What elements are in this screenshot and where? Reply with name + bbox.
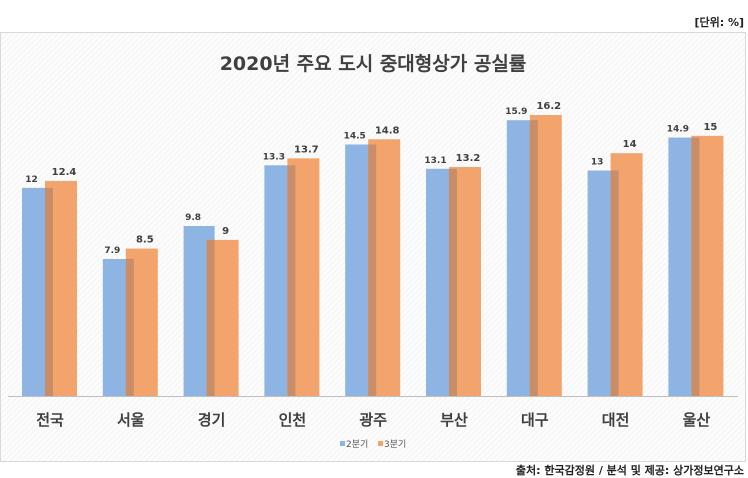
- data-label-q3: 14.8: [375, 125, 400, 136]
- data-label-q2: 13.1: [424, 156, 446, 166]
- legend-label: 2분기: [346, 439, 368, 450]
- data-label-q2: 7.9: [104, 246, 120, 256]
- data-label-q3: 16.2: [536, 101, 561, 112]
- unit-label: [단위: %]: [694, 16, 744, 29]
- data-label-q2: 15.9: [505, 107, 527, 117]
- bar-overlap: [125, 258, 134, 396]
- data-label-q3: 8.5: [136, 235, 154, 246]
- source-note: 출처: 한국감정원 / 분석 및 제공: 상가정보연구소: [515, 464, 744, 477]
- bar-overlap: [529, 120, 538, 396]
- x-tick-label: 경기: [198, 411, 226, 429]
- data-label-q3: 13.7: [294, 144, 319, 155]
- x-tick-label: 서울: [117, 411, 145, 429]
- bar-overlap: [45, 187, 53, 396]
- legend-label: 3분기: [384, 439, 406, 450]
- bar-overlap: [691, 137, 700, 396]
- bar-overlap: [449, 168, 457, 396]
- x-tick-label: 대전: [602, 411, 630, 429]
- data-label-q2: 14.5: [344, 131, 366, 141]
- x-tick-label: 광주: [359, 411, 387, 429]
- data-label-q3: 9: [222, 226, 229, 237]
- bar-overlap: [610, 170, 619, 396]
- data-label-q3: 12.4: [52, 167, 77, 178]
- legend-swatch-q3: [378, 441, 383, 446]
- data-label-q3: 13.2: [456, 153, 481, 164]
- data-label-q2: 13.3: [263, 152, 285, 162]
- x-tick-label: 울산: [683, 411, 711, 429]
- x-tick-label: 전국: [36, 411, 64, 429]
- x-tick-label: 부산: [440, 411, 468, 429]
- data-label-q3: 14: [623, 139, 637, 150]
- chart-title: 2020년 주요 도시 중대형상가 공실률: [219, 53, 527, 75]
- data-label-q2: 13: [591, 158, 604, 168]
- data-label-q2: 12: [25, 175, 38, 185]
- data-label-q3: 15: [703, 122, 717, 133]
- data-label-q2: 14.9: [667, 125, 689, 135]
- x-tick-label: 대구: [521, 411, 549, 429]
- legend-swatch-q2: [340, 441, 345, 446]
- bar-overlap: [206, 239, 215, 396]
- x-tick-label: 인천: [279, 411, 307, 429]
- bar-overlap: [287, 165, 296, 396]
- data-label-q2: 9.8: [185, 213, 201, 223]
- bar-overlap: [368, 144, 377, 396]
